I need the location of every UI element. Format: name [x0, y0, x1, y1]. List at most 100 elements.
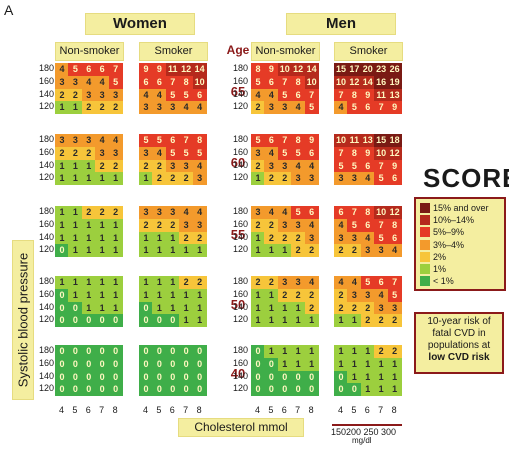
risk-cell: 3 — [68, 75, 83, 89]
risk-cell: 0 — [192, 383, 207, 397]
risk-cell: 0 — [152, 383, 167, 397]
risk-cell: 2 — [108, 206, 123, 219]
risk-cell: 0 — [179, 370, 194, 384]
risk-cell: 3 — [108, 88, 123, 102]
risk-cell: 7 — [347, 206, 362, 219]
risk-cell: 1 — [108, 218, 123, 232]
risk-cell: 2 — [251, 159, 265, 173]
risk-cell: 1 — [277, 301, 292, 315]
risk-cell: 3 — [192, 218, 207, 232]
risk-cell: 1 — [304, 357, 319, 371]
risk-cell: 3 — [304, 231, 319, 245]
risk-cell: 2 — [387, 345, 402, 358]
risk-cell: 1 — [81, 288, 96, 302]
sbp-label-140: 140 — [38, 231, 54, 242]
age-label-40: 40 — [230, 366, 246, 381]
risk-cell: 2 — [95, 206, 110, 219]
risk-cell: 7 — [179, 134, 194, 147]
risk-cell: 2 — [108, 159, 123, 173]
risk-cell: 2 — [334, 288, 348, 302]
risk-cell: 2 — [95, 159, 110, 173]
risk-cell: 4 — [374, 288, 389, 302]
sbp-label-160: 160 — [38, 288, 54, 299]
risk-cell: 16 — [374, 75, 389, 89]
risk-cell: 9 — [304, 134, 319, 147]
risk-cell: 2 — [264, 218, 279, 232]
risk-cell: 1 — [139, 172, 153, 186]
risk-cell: 1 — [81, 244, 96, 258]
risk-cell: 1 — [277, 244, 292, 258]
risk-cell: 1 — [165, 244, 180, 258]
risk-cell: 1 — [374, 370, 389, 384]
risk-cell: 3 — [165, 159, 180, 173]
risk-cell: 7 — [387, 276, 402, 289]
risk-cell: 4 — [55, 63, 69, 76]
risk-cell: 6 — [374, 276, 389, 289]
risk-cell: 0 — [264, 357, 279, 371]
risk-cell: 1 — [264, 288, 279, 302]
risk-cell: 5 — [387, 288, 402, 302]
sbp-label-140: 140 — [232, 231, 248, 242]
risk-cell: 1 — [291, 301, 306, 315]
sbp-label-140: 140 — [232, 88, 248, 99]
risk-cell: 0 — [55, 301, 69, 315]
risk-cell: 5 — [374, 172, 389, 186]
risk-cell: 3 — [264, 101, 279, 115]
sbp-label-140: 140 — [232, 301, 248, 312]
risk-cell: 2 — [277, 172, 292, 186]
mg-axis-ticks: 150200 250 300 — [331, 427, 397, 437]
risk-cell: 6 — [334, 206, 348, 219]
sbp-label-180: 180 — [38, 63, 54, 73]
risk-cell: 4 — [277, 206, 292, 219]
legend-label: 1% — [433, 264, 447, 274]
risk-cell: 1 — [264, 244, 279, 258]
risk-cell: 1 — [387, 370, 402, 384]
women-header: Women — [85, 13, 195, 35]
risk-cell: 1 — [251, 314, 265, 328]
risk-cell: 3 — [251, 146, 265, 160]
risk-cell: 0 — [291, 370, 306, 384]
risk-cell: 1 — [108, 301, 123, 315]
risk-cell: 4 — [179, 206, 194, 219]
legend: 15% and over 10%–14% 5%–9% 3%–4% 2% 1% < 1% — [414, 197, 506, 291]
risk-cell: 0 — [179, 345, 194, 358]
risk-cell: 0 — [55, 244, 69, 258]
risk-cell: 2 — [68, 88, 83, 102]
risk-cell: 0 — [81, 383, 96, 397]
sbp-label-120: 120 — [38, 101, 54, 112]
risk-cell: 3 — [179, 159, 194, 173]
risk-cell: 5 — [347, 218, 362, 232]
risk-cell: 3 — [277, 159, 292, 173]
risk-cell: 2 — [55, 146, 69, 160]
risk-cell: 1 — [68, 206, 83, 219]
risk-cell: 6 — [264, 75, 279, 89]
risk-cell: 4 — [291, 159, 306, 173]
risk-cell: 1 — [374, 357, 389, 371]
age-label-60: 60 — [230, 155, 246, 170]
risk-cell: 1 — [55, 172, 69, 186]
risk-cell: 2 — [264, 231, 279, 245]
risk-cell: 4 — [264, 206, 279, 219]
risk-cell: 1 — [108, 172, 123, 186]
risk-cell: 2 — [374, 345, 389, 358]
risk-cell: 4 — [108, 134, 123, 147]
risk-cell: 3 — [55, 75, 69, 89]
risk-cell: 6 — [95, 63, 110, 76]
risk-cell: 3 — [291, 172, 306, 186]
risk-cell: 0 — [55, 314, 69, 328]
risk-cell: 4 — [152, 88, 167, 102]
risk-cell: 1 — [251, 244, 265, 258]
risk-cell: 4 — [192, 159, 207, 173]
mg-axis-unit: mg/dl — [352, 436, 372, 445]
risk-cell: 0 — [68, 357, 83, 371]
risk-cell: 6 — [360, 218, 375, 232]
risk-cell: 7 — [334, 88, 348, 102]
risk-cell: 2 — [179, 276, 194, 289]
risk-cell: 1 — [55, 206, 69, 219]
risk-cell: 4 — [334, 218, 348, 232]
risk-cell: 1 — [139, 244, 153, 258]
risk-cell: 0 — [95, 345, 110, 358]
risk-cell: 5 — [192, 146, 207, 160]
risk-cell: 11 — [374, 88, 389, 102]
risk-cell: 3 — [291, 218, 306, 232]
